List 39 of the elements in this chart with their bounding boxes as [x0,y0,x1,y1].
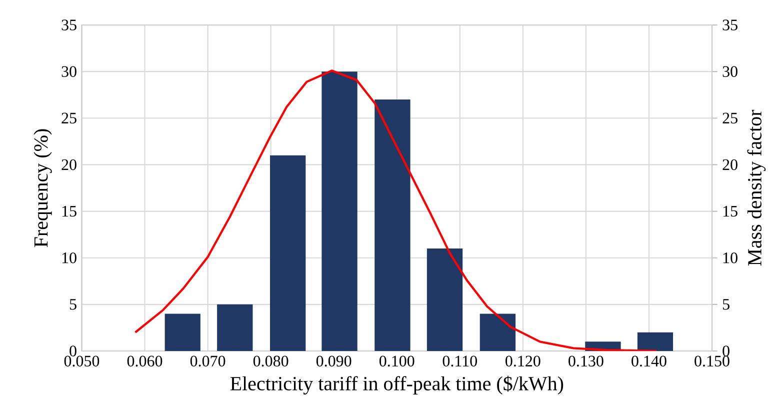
bar [426,248,463,351]
x-tick-label: 0.070 [190,356,226,367]
x-tick-label: 0.100 [379,356,414,367]
y-tick-label: 20 [62,159,76,170]
y2-tick-label: 30 [722,66,738,77]
x-tick-label: 0.090 [316,356,352,367]
x-tick-label: 0.110 [442,356,477,367]
bar [480,314,516,351]
y2-tick-label: 25 [722,112,738,124]
line-series [134,70,658,351]
x-tick-label: 0.050 [64,356,100,367]
y-tick-label: 35 [62,20,76,30]
y2-tick-label: 20 [722,159,738,170]
x-axis-title: Electricity tariff in off-peak time ($/kWh) [230,376,564,395]
y2-tick-label: 10 [723,252,738,264]
y2-tick-label: 5 [722,299,730,310]
bar [270,155,306,351]
y-axis-title: Frequency (%) [34,129,52,248]
bar [374,100,410,351]
bar [217,304,253,351]
x-tick-label: 0.060 [127,356,162,367]
x-tick-label: 0.140 [632,356,666,367]
x-tick-label: 0.130 [568,356,604,367]
x-tick-label: 0.080 [253,356,288,367]
x-tick-label: 0.150 [694,356,730,367]
bar [637,332,674,351]
y-tick-label: 0 [70,346,76,356]
y-tick-label: 5 [70,299,76,310]
bar [322,72,358,351]
bar [164,314,200,351]
y2-tick-label: 0 [722,346,730,356]
y-tick-label: 15 [62,206,76,217]
y-tick-label: 30 [62,66,76,77]
y-tick-label: 10 [62,252,76,264]
y2-tick-label: 35 [722,20,738,30]
y2-axis-title: Mass density factor [747,110,766,266]
y-tick-label: 25 [62,112,76,124]
y2-tick-label: 15 [723,206,738,217]
x-tick-label: 0.120 [506,356,540,367]
